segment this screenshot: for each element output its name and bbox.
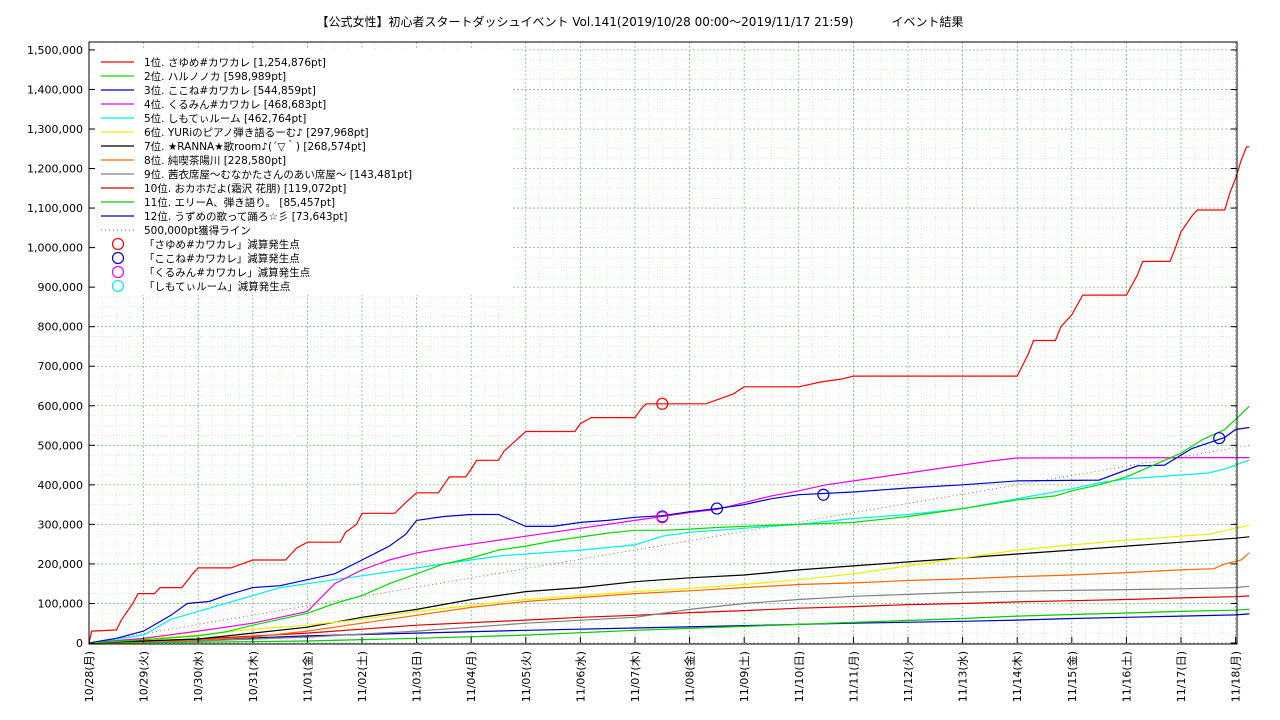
- legend-marker-2: [111, 251, 125, 265]
- legend-label-12: 12位. うずめの歌って踊ろ☆彡 [73,643pt]: [144, 210, 347, 223]
- y-tick-label: 900,000: [38, 281, 84, 294]
- legend-marker-3: [111, 265, 125, 279]
- x-tick-label: 11/10(日): [793, 651, 806, 702]
- x-tick-label: 11/18(月): [1230, 651, 1243, 702]
- x-tick-label: 11/04(月): [465, 651, 478, 702]
- y-tick-label: 200,000: [38, 558, 84, 571]
- deduction-marker-1: [656, 397, 669, 410]
- legend-marker-4: [111, 279, 125, 293]
- series-lines: [88, 146, 1250, 644]
- legend-marker-label-4: 「しもてぃルーム」減算発生点: [144, 280, 290, 293]
- y-tick-label: 1,100,000: [27, 202, 83, 215]
- series-line-9: [88, 585, 1250, 644]
- x-tick-label: 11/11(月): [847, 651, 860, 702]
- legend-marker-label-1: 「さゆめ#カワカレ」減算発生点: [144, 238, 300, 251]
- y-tick-label: 100,000: [38, 597, 84, 610]
- series-line-4: [88, 457, 1250, 644]
- y-tick-label: 500,000: [38, 439, 84, 452]
- series-line-5: [88, 459, 1250, 644]
- x-tick-label: 10/28(月): [83, 651, 96, 702]
- legend-label-1: 1位. さゆめ#カワカレ [1,254,876pt]: [144, 56, 326, 69]
- deduction-marker-2: [710, 502, 724, 515]
- series-line-1: [88, 146, 1250, 644]
- y-tick-label: 1,000,000: [27, 242, 83, 255]
- y-tick-label: 400,000: [38, 479, 84, 492]
- legend-marker-1: [111, 237, 125, 251]
- x-tick-label: 11/15(金): [1065, 651, 1079, 702]
- series-line-3: [88, 426, 1250, 644]
- legend-label-reference: 500,000pt獲得ライン: [144, 224, 251, 237]
- grid-lines: [88, 42, 1237, 644]
- y-tick-label: 1,400,000: [27, 83, 83, 96]
- reference-line: [88, 444, 1250, 644]
- y-tick-label: 1,500,000: [27, 44, 83, 57]
- x-tick-label: 10/31(木): [247, 651, 260, 702]
- markers-layer: [656, 397, 1226, 524]
- legend-label-9: 9位. 茜衣席屋〜むなかたさんのあい席屋〜 [143,481pt]: [144, 168, 412, 181]
- legend: 1位. さゆめ#カワカレ [1,254,876pt]2位. ハルノノカ [598…: [93, 49, 513, 295]
- reference-line-layer: [88, 444, 1250, 644]
- x-tick-label: 11/08(金): [683, 651, 697, 702]
- y-tick-label: 600,000: [38, 400, 84, 413]
- x-tick-label: 10/29(火): [138, 651, 151, 702]
- deduction-marker-2: [1213, 432, 1226, 445]
- y-tick-label: 0: [76, 637, 83, 650]
- legend-label-3: 3位. ここね#カワカレ [544,859pt]: [144, 84, 316, 97]
- legend-label-5: 5位. しもてぃルーム [462,764pt]: [144, 112, 306, 125]
- chart-title: 【公式女性】初心者スタートダッシュイベント Vol.141(2019/10/28…: [316, 15, 964, 29]
- y-tick-label: 800,000: [38, 321, 84, 334]
- x-tick-label: 11/03(日): [411, 651, 424, 702]
- x-tick-label: 11/02(土): [356, 651, 369, 702]
- x-tick-label: 11/12(火): [902, 651, 915, 702]
- plot-frame: [88, 41, 1238, 645]
- legend-label-4: 4位. くるみん#カワカレ [468,683pt]: [144, 98, 326, 111]
- deduction-marker-2: [817, 488, 830, 501]
- x-tick-label: 11/01(金): [300, 651, 314, 702]
- x-tick-label: 11/09(土): [738, 651, 751, 702]
- legend-marker-label-3: 「くるみん#カワカレ」減算発生点: [144, 266, 310, 279]
- x-tick-label: 11/05(火): [520, 651, 533, 702]
- legend-label-8: 8位. 純喫茶陽川 [228,580pt]: [144, 154, 286, 167]
- x-tick-label: 11/16(土): [1120, 651, 1133, 702]
- series-line-10: [88, 595, 1250, 644]
- legend-label-2: 2位. ハルノノカ [598,989pt]: [144, 70, 286, 83]
- series-line-11: [88, 608, 1250, 644]
- y-tick-label: 1,300,000: [27, 123, 83, 136]
- legend-label-6: 6位. YURiのピアノ弾き語るーむ♪ [297,968pt]: [144, 126, 369, 139]
- y-tick-label: 300,000: [38, 518, 84, 531]
- legend-marker-label-2: 「ここね#カワカレ」減算発生点: [144, 252, 300, 265]
- y-tick-label: 1,200,000: [27, 163, 83, 176]
- series-line-7: [88, 536, 1250, 644]
- y-tick-label: 700,000: [38, 360, 84, 373]
- deduction-marker-3: [656, 511, 669, 524]
- series-line-6: [88, 524, 1250, 644]
- axes: 0 100,000 200,000 300,000 400,000 500,000 600,…: [27, 44, 1243, 702]
- legend-label-11: 11位. エリーA、弾き語り。 [85,457pt]: [144, 196, 335, 209]
- legend-box: [93, 49, 513, 295]
- x-tick-label: 11/14(木): [1011, 651, 1024, 702]
- x-tick-label: 11/17(日): [1175, 651, 1188, 702]
- x-tick-label: 11/13(水): [957, 651, 970, 702]
- legend-label-7: 7位. ★RANNA★歌room♪(´▽｀) [268,574pt]: [144, 139, 366, 153]
- x-tick-label: 10/30(水): [192, 651, 205, 702]
- x-tick-label: 11/07(木): [629, 651, 642, 702]
- series-line-8: [88, 552, 1250, 644]
- series-line-2: [88, 405, 1250, 644]
- x-tick-label: 11/06(水): [574, 651, 587, 702]
- legend-label-10: 10位. おカホだよ(霜沢 花朋) [119,072pt]: [144, 182, 346, 195]
